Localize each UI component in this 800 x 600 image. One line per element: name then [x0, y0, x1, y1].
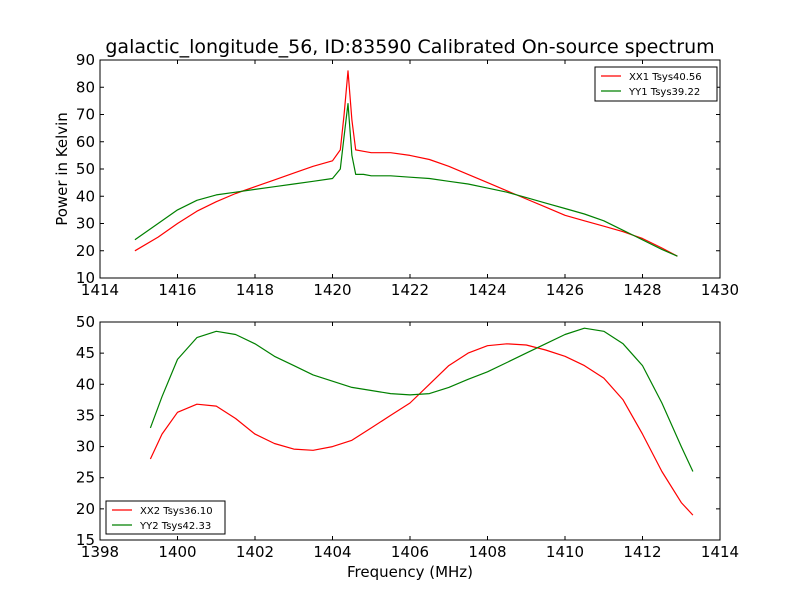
- bottom-x-tick-label: 1410: [546, 543, 584, 561]
- bottom-y-tick-label: 20: [76, 500, 95, 518]
- bottom-y-tick-label: 45: [76, 344, 95, 362]
- top-legend-label-2: YY1 Tsys39.22: [628, 87, 700, 98]
- bottom-y-tick-label: 50: [76, 313, 95, 331]
- top-y-tick-label: 40: [76, 187, 95, 205]
- top-y-tick-label: 80: [76, 78, 95, 96]
- top-series-line-1: [134, 70, 678, 257]
- bottom-series-line-1: [149, 343, 694, 516]
- bottom-panel: 1398 1400 1402 1404 1406 1408 1410 1412 1414 15 20…: [76, 313, 739, 561]
- bottom-x-tick-label: 1412: [623, 543, 661, 561]
- bottom-x-tick-label: 1408: [468, 543, 506, 561]
- top-x-tick-label: 1418: [236, 281, 274, 299]
- top-x-tick-label: 1424: [468, 281, 506, 299]
- bottom-y-tick-label: 25: [76, 469, 95, 487]
- top-y-tick-label: 60: [76, 133, 95, 151]
- x-axis-label: Frequency (MHz): [347, 563, 473, 581]
- bottom-x-tick-label: 1414: [701, 543, 739, 561]
- top-x-tick-label: 1426: [546, 281, 584, 299]
- top-series-line-2: [134, 102, 678, 257]
- top-y-tick-label: 10: [76, 269, 95, 287]
- top-x-tick-label: 1428: [623, 281, 661, 299]
- chart-title: galactic_longitude_56, ID:83590 Calibrat…: [105, 36, 714, 58]
- bottom-y-tick-label: 30: [76, 438, 95, 456]
- top-legend-box: [594, 66, 718, 102]
- top-y-tick-label: 20: [76, 242, 95, 260]
- bottom-x-tick-label: 1398: [81, 543, 119, 561]
- bottom-legend-box: [105, 500, 226, 535]
- top-legend: XX1 Tsys40.56 YY1 Tsys39.22: [594, 66, 718, 102]
- y-axis-label: Power in Kelvin: [53, 112, 71, 226]
- top-y-tick-label: 70: [76, 106, 95, 124]
- top-y-tick-label: 90: [76, 51, 95, 69]
- bottom-x-tick-label: 1402: [236, 543, 274, 561]
- bottom-legend-label-1: XX2 Tsys36.10: [140, 506, 213, 517]
- top-x-tick-label: 1422: [391, 281, 429, 299]
- bottom-y-tick-label: 40: [76, 375, 95, 393]
- top-y-tick-label: 50: [76, 160, 95, 178]
- top-y-tick-label: 30: [76, 215, 95, 233]
- top-x-tick-label: 1420: [313, 281, 351, 299]
- top-x-tick-label: 1430: [701, 281, 739, 299]
- bottom-y-tick-label: 15: [76, 531, 95, 549]
- top-x-tick-label: 1414: [81, 281, 119, 299]
- bottom-x-tick-label: 1400: [158, 543, 196, 561]
- bottom-series-line-2: [149, 327, 694, 472]
- bottom-legend: XX2 Tsys36.10 YY2 Tsys42.33: [105, 500, 226, 535]
- bottom-legend-label-2: YY2 Tsys42.33: [139, 521, 211, 532]
- top-panel: 1414 1416 1418 1420 1422 1424 1426 1428 1430 10 20…: [76, 51, 739, 299]
- bottom-x-tick-label: 1406: [391, 543, 429, 561]
- top-x-tick-label: 1416: [158, 281, 196, 299]
- top-legend-label-1: XX1 Tsys40.56: [629, 72, 702, 83]
- bottom-y-tick-label: 35: [76, 406, 95, 424]
- bottom-x-tick-label: 1404: [313, 543, 351, 561]
